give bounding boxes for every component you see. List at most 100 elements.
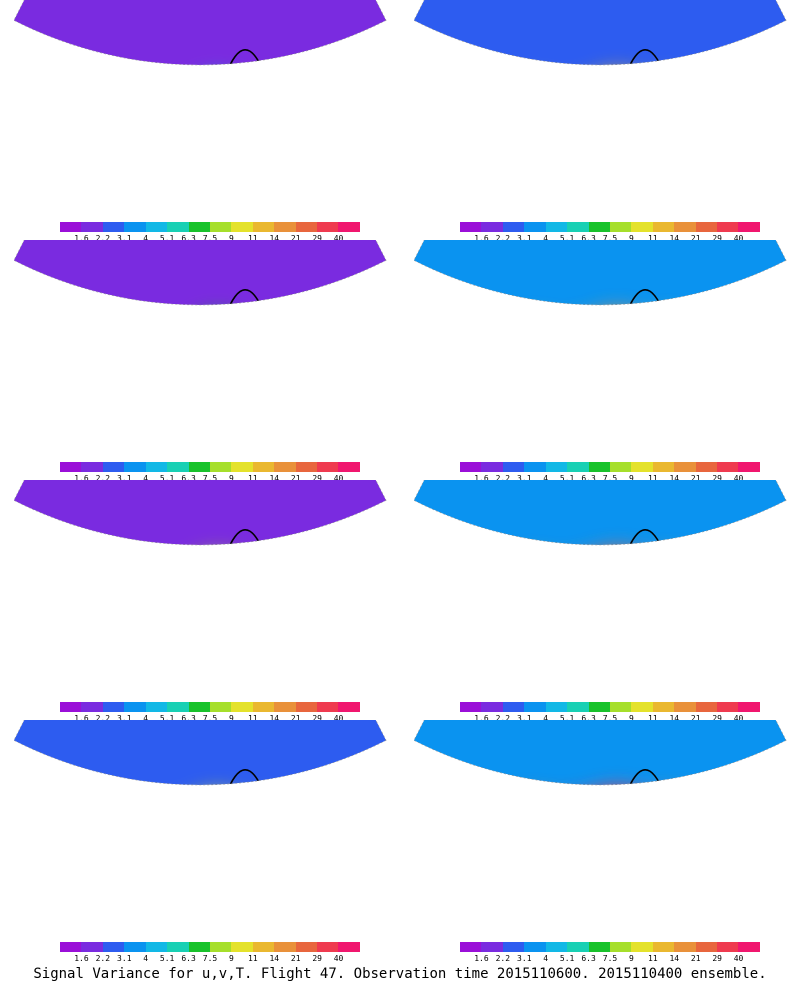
colorbar-swatch — [231, 702, 253, 712]
variance-contour — [577, 548, 658, 594]
variance-contour — [464, 831, 562, 886]
colorbar-swatch — [502, 462, 525, 472]
colorbar-tick-label: 7.5 — [202, 474, 218, 483]
colorbar-swatch — [738, 462, 760, 472]
forecast-panel: 2015110600 + 48h1.62.23.145.16.37.591114… — [400, 0, 800, 243]
colorbar-tick-label: 7.5 — [602, 474, 618, 483]
colorbar-tick-label: 1.6 — [474, 234, 489, 243]
variance-contour — [567, 355, 633, 393]
variance-map — [13, 240, 387, 404]
colorbar-swatch — [167, 222, 189, 232]
colorbar-tick-label: 7.5 — [602, 234, 618, 243]
colorbar-swatch — [274, 222, 296, 232]
variance-contour — [94, 83, 166, 126]
colorbar-swatch — [609, 462, 632, 472]
colorbar-tick-label: 29 — [312, 954, 322, 963]
variance-contour — [511, 836, 633, 905]
colorbar-tick-label: 11 — [248, 234, 258, 243]
colorbar-tick-label: 40 — [733, 234, 744, 243]
colorbar-tick-label: 3.1 — [517, 954, 532, 963]
colorbar-swatch — [545, 942, 568, 952]
variance-contour — [183, 343, 286, 404]
variance-contour — [233, 558, 307, 601]
variance-contour — [92, 91, 204, 158]
colorbar-tick-label: 2.2 — [95, 714, 111, 723]
colorbar-ticks: 1.6 2.2 3.1 4 5.1 6.3 7.5 9 11 14 21 29 40 — [460, 954, 760, 964]
colorbar-swatch — [338, 222, 360, 232]
forecast-panel: 2015110600 + 60h1.62.23.145.16.37.591114… — [400, 240, 800, 483]
colorbar-tick-label: 3.1 — [517, 714, 532, 723]
coastline — [119, 49, 346, 66]
colorbar-ticks: 1.6 2.2 3.1 4 5.1 6.3 7.5 9 11 14 21 29 40 — [460, 714, 760, 724]
variance-contour — [149, 85, 237, 138]
colorbar-tick-label: 40 — [333, 954, 344, 963]
colorbar-swatch — [652, 222, 675, 232]
colorbar-tick-label: 6.3 — [181, 714, 196, 723]
variance-contour — [89, 560, 172, 609]
variance-contour — [569, 336, 701, 412]
colorbar-tick-label: 29 — [312, 234, 322, 243]
coastline — [519, 769, 746, 786]
variance-contour — [254, 819, 342, 870]
colorbar-swatch — [81, 462, 103, 472]
colorbar-swatch — [481, 462, 503, 472]
variance-contour — [624, 553, 717, 606]
colorbar-swatch — [695, 942, 718, 952]
variance-contour — [475, 83, 621, 167]
variance-contour — [529, 555, 657, 628]
variance-map — [413, 720, 787, 905]
colorbar-tick-label: 5.1 — [159, 714, 175, 723]
map-boundary — [13, 240, 387, 306]
variance-field-base — [13, 720, 387, 785]
variance-contour — [478, 555, 582, 614]
colorbar-tick-label: 29 — [312, 714, 322, 723]
variance-contour — [569, 116, 631, 152]
colorbar-tick-label: 14 — [269, 474, 280, 483]
colorbar-tick-label: 14 — [669, 234, 680, 243]
colorbar-tick-label: 7.5 — [202, 234, 218, 243]
variance-contour — [259, 342, 336, 388]
colorbar-tick-label: 4 — [543, 714, 549, 723]
variance-contour — [646, 575, 750, 634]
colorbar-tick-label: 9 — [629, 714, 634, 723]
variance-contour — [581, 70, 654, 112]
coastline — [119, 529, 346, 546]
colorbar-swatch — [188, 462, 210, 472]
colorbar-swatch — [631, 942, 653, 952]
colorbar-swatch — [60, 702, 82, 712]
colorbar-tick-label: 1.6 — [74, 714, 89, 723]
colorbar-tick-label: 9 — [229, 234, 234, 243]
colorbar-swatch — [460, 222, 482, 232]
colorbar-ticks: 1.6 2.2 3.1 4 5.1 6.3 7.5 9 11 14 21 29 40 — [60, 714, 360, 724]
colorbar-swatch — [460, 942, 482, 952]
colorbar-swatch — [231, 942, 253, 952]
colorbar-tick-label: 6.3 — [181, 474, 196, 483]
colorbar-tick-label: 2.2 — [95, 954, 111, 963]
colorbar — [60, 462, 360, 472]
variance-contour — [126, 604, 218, 658]
variance-contour — [139, 800, 247, 863]
variance-contour — [517, 359, 627, 422]
coastline — [519, 289, 746, 306]
variance-contour — [231, 797, 309, 843]
colorbar-swatch — [295, 222, 318, 232]
colorbar-tick-label: 9 — [629, 234, 634, 243]
coastline — [119, 769, 346, 786]
colorbar-tick-label: 21 — [290, 474, 301, 483]
map-boundary — [13, 480, 387, 546]
variance-contour — [471, 321, 625, 409]
colorbar-tick-label: 4 — [143, 714, 149, 723]
colorbar-swatch — [124, 222, 146, 232]
colorbar-tick-label: 5.1 — [159, 474, 175, 483]
variance-contour — [176, 819, 294, 887]
colorbar-tick-label: 29 — [712, 714, 722, 723]
map-boundary — [413, 240, 787, 306]
colorbar-swatch — [674, 222, 696, 232]
colorbar-swatch — [188, 942, 210, 952]
colorbar-tick-label: 5.1 — [159, 954, 175, 963]
colorbar-tick-label: 2.2 — [495, 234, 511, 243]
variance-contour — [626, 314, 714, 364]
variance-contour — [236, 319, 305, 360]
variance-contour — [142, 562, 243, 621]
colorbar-tick-label: 21 — [690, 474, 701, 483]
